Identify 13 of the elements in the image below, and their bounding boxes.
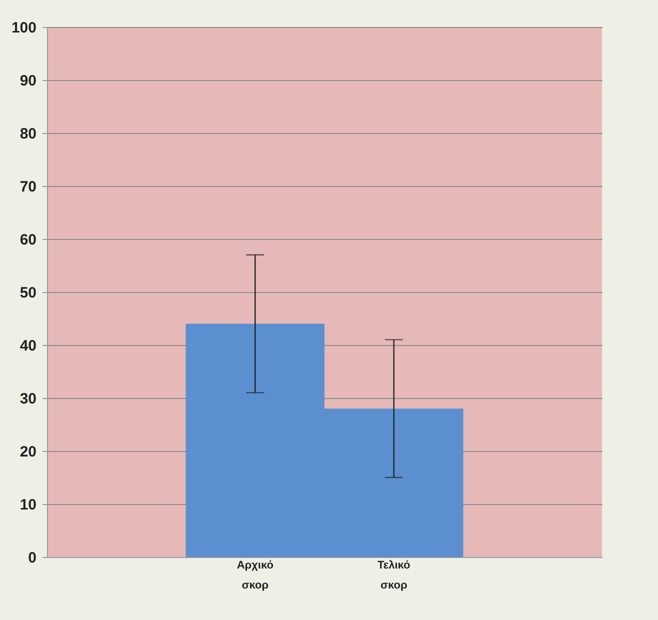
y-tick-label: 10 [20, 496, 36, 514]
y-tick-label: 50 [20, 284, 36, 302]
y-tick-label: 0 [28, 550, 36, 566]
y-tick-label: 60 [20, 232, 36, 248]
y-tick-label: 80 [20, 126, 36, 142]
y-tick-label: 100 [11, 20, 36, 36]
x-tick-label: Αρχικό σκορ [236, 560, 274, 592]
y-tick-label: 30 [20, 390, 36, 408]
y-tick-label: 40 [20, 338, 36, 354]
y-tick-label: 20 [20, 444, 36, 460]
y-tick-label: 70 [20, 178, 36, 196]
y-tick-label: 90 [20, 72, 36, 90]
x-tick-label: Τελικό σκορ [377, 560, 411, 592]
